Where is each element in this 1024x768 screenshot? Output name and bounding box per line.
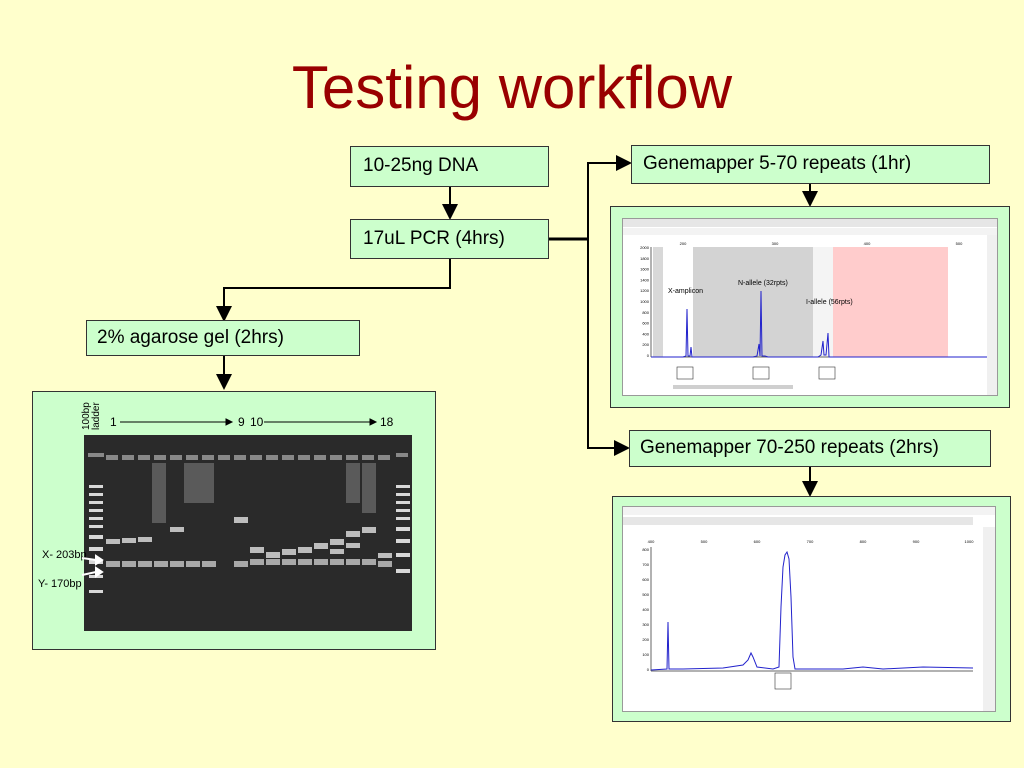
y-tick-label: 700 xyxy=(642,562,649,567)
lane-label-1: 1 xyxy=(110,415,117,429)
y-tick-label: 1200 xyxy=(640,288,650,293)
x-tick-label: 500 xyxy=(956,241,963,246)
y-tick-label: 1400 xyxy=(640,277,650,282)
step-gel: 2% agarose gel (2hrs) xyxy=(86,320,360,356)
x-tick-label: 800 xyxy=(860,539,867,544)
y-tick-label: 600 xyxy=(642,577,649,582)
lane-label-9: 9 xyxy=(238,415,245,429)
x-band-label: X- 203bp xyxy=(42,549,87,561)
x-tick-label: 500 xyxy=(701,539,708,544)
lane-label-10: 10 xyxy=(250,415,264,429)
step-dna: 10-25ng DNA xyxy=(350,146,549,187)
step-genemapper-long-label: Genemapper 70-250 repeats (2hrs) xyxy=(640,437,939,458)
step-dna-label: 10-25ng DNA xyxy=(363,155,479,176)
i-allele-label: I-allele (56rpts) xyxy=(806,299,853,306)
gel-bands xyxy=(84,435,412,631)
gel-image xyxy=(84,435,412,631)
slide-title: Testing workflow xyxy=(291,54,733,121)
x-amplicon-label: X-amplicon xyxy=(668,288,704,295)
y-tick-label: 1600 xyxy=(640,267,650,272)
arrow-pcr-to-gel xyxy=(216,259,451,322)
y-tick-label: 800 xyxy=(642,547,649,552)
y-tick-label: 300 xyxy=(642,622,649,627)
x-tick-label: 600 xyxy=(754,539,761,544)
y-tick-label: 600 xyxy=(642,321,649,326)
genemapper-short-trace: 2000180016001400120010008006004002000200… xyxy=(623,219,997,395)
y-tick-label: 0 xyxy=(647,667,650,672)
lane-label-18: 18 xyxy=(380,415,394,429)
x-tick-label: 300 xyxy=(772,241,779,246)
genemapper-long-screenshot: 800 700 600 500 400 300 200 100 0 400 500 600 700 800… xyxy=(622,506,996,712)
y-tick-label: 1000 xyxy=(640,299,650,304)
y-tick-label: 100 xyxy=(642,652,649,657)
step-pcr: 17uL PCR (4hrs) xyxy=(350,219,549,259)
step-gel-label: 2% agarose gel (2hrs) xyxy=(97,327,284,348)
y-tick-label: 400 xyxy=(642,331,649,336)
genemapper-short-screenshot: 2000 1800 1600 1400 1200 1000 800 600 400 200 0 200… xyxy=(622,218,998,396)
step-pcr-label: 17uL PCR (4hrs) xyxy=(363,228,505,249)
x-tick-label: 400 xyxy=(648,539,655,544)
y-tick-label: 0 xyxy=(647,353,650,358)
y-tick-label: 200 xyxy=(642,342,649,347)
arrow-pcr-to-gm-short xyxy=(587,155,632,239)
y-band-label: Y- 170bp xyxy=(38,578,82,590)
y-tick-label: 200 xyxy=(642,637,649,642)
step-genemapper-short-label: Genemapper 5-70 repeats (1hr) xyxy=(643,153,912,174)
y-tick-label: 400 xyxy=(642,607,649,612)
arrow-pcr-to-gm-long xyxy=(587,239,630,456)
y-tick-label: 500 xyxy=(642,592,649,597)
n-allele-label: N-allele (32rpts) xyxy=(738,280,788,287)
y-tick-label: 2000 xyxy=(640,245,650,250)
x-tick-label: 700 xyxy=(807,539,814,544)
x-tick-label: 400 xyxy=(864,241,871,246)
x-tick-label: 200 xyxy=(680,241,687,246)
step-genemapper-short: Genemapper 5-70 repeats (1hr) xyxy=(631,145,990,184)
x-tick-label: 900 xyxy=(913,539,920,544)
y-tick-label: 1800 xyxy=(640,256,650,261)
step-genemapper-long: Genemapper 70-250 repeats (2hrs) xyxy=(629,430,991,467)
y-tick-label: 800 xyxy=(642,310,649,315)
x-tick-label: 1000 xyxy=(965,539,975,544)
